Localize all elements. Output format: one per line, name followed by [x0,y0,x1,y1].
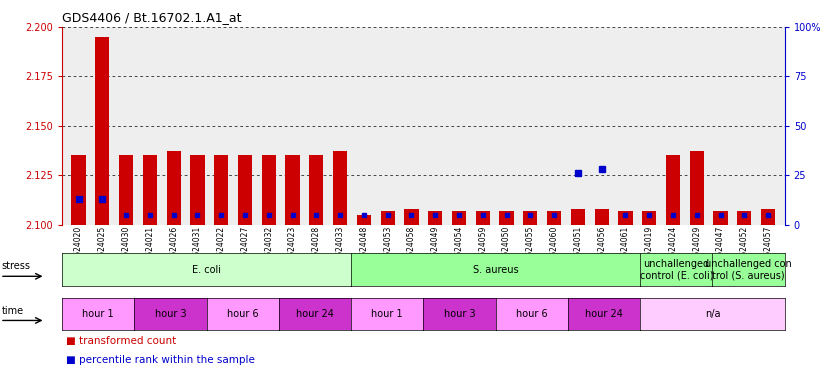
Text: n/a: n/a [705,309,720,319]
Text: unchallenged con
trol (S. aureus): unchallenged con trol (S. aureus) [705,259,792,281]
Bar [690,151,704,225]
Bar [119,156,133,225]
Text: hour 6: hour 6 [516,309,548,319]
Bar [761,209,775,225]
Text: hour 3: hour 3 [154,309,186,319]
Text: ■ percentile rank within the sample: ■ percentile rank within the sample [66,355,255,365]
Bar [547,211,561,225]
Bar [714,211,728,225]
Text: hour 24: hour 24 [585,309,623,319]
Text: stress: stress [2,262,31,271]
Text: hour 6: hour 6 [227,309,259,319]
Bar [404,209,419,225]
Bar [95,37,110,225]
Bar [428,211,443,225]
Bar [238,156,252,225]
Bar [619,211,633,225]
Bar [190,156,205,225]
Text: ■ transformed count: ■ transformed count [66,336,176,346]
Text: hour 24: hour 24 [296,309,334,319]
Bar [72,156,86,225]
Bar [452,211,466,225]
Bar [737,211,752,225]
Bar [666,156,680,225]
Bar [143,156,157,225]
Bar [262,156,276,225]
Text: hour 3: hour 3 [444,309,475,319]
Bar [571,209,585,225]
Text: E. coli: E. coli [192,265,221,275]
Bar [286,156,300,225]
Bar [167,151,181,225]
Bar [642,211,657,225]
Text: S. aureus: S. aureus [472,265,519,275]
Bar [523,211,538,225]
Bar [214,156,228,225]
Bar [309,156,324,225]
Text: hour 1: hour 1 [83,309,114,319]
Text: hour 1: hour 1 [372,309,403,319]
Bar [595,209,609,225]
Text: unchallenged
control (E. coli): unchallenged control (E. coli) [639,259,713,281]
Bar [357,215,371,225]
Bar [381,211,395,225]
Bar [500,211,514,225]
Text: time: time [2,306,24,316]
Bar [333,151,347,225]
Bar [476,211,490,225]
Text: GDS4406 / Bt.16702.1.A1_at: GDS4406 / Bt.16702.1.A1_at [62,12,241,25]
